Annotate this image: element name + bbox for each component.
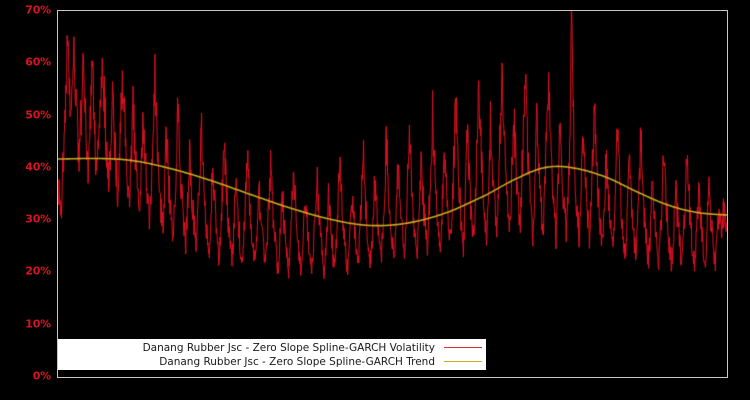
plot-area — [57, 10, 728, 378]
y-tick-label: 50% — [25, 108, 51, 122]
legend-entry-trend: Danang Rubber Jsc - Zero Slope Spline-GA… — [58, 355, 482, 369]
volatility-trend-plot — [58, 11, 727, 377]
y-tick-label: 20% — [25, 264, 51, 278]
y-tick-label: 60% — [25, 55, 51, 69]
chart-legend: Danang Rubber Jsc - Zero Slope Spline-GA… — [58, 339, 486, 370]
y-tick-label: 30% — [25, 212, 51, 226]
y-axis: 0% 10% 20% 30% 40% 50% 60% 70% — [0, 0, 57, 400]
legend-entry-volatility: Danang Rubber Jsc - Zero Slope Spline-GA… — [58, 341, 482, 355]
y-tick-label: 40% — [25, 160, 51, 174]
line-sample-gold-icon — [444, 361, 482, 362]
legend-label-trend: Danang Rubber Jsc - Zero Slope Spline-GA… — [159, 355, 435, 368]
line-sample-red-icon — [444, 347, 482, 348]
y-tick-label: 10% — [25, 317, 51, 331]
y-tick-label: 0% — [32, 369, 51, 383]
legend-label-volatility: Danang Rubber Jsc - Zero Slope Spline-GA… — [142, 341, 435, 354]
y-tick-label: 70% — [25, 3, 51, 17]
